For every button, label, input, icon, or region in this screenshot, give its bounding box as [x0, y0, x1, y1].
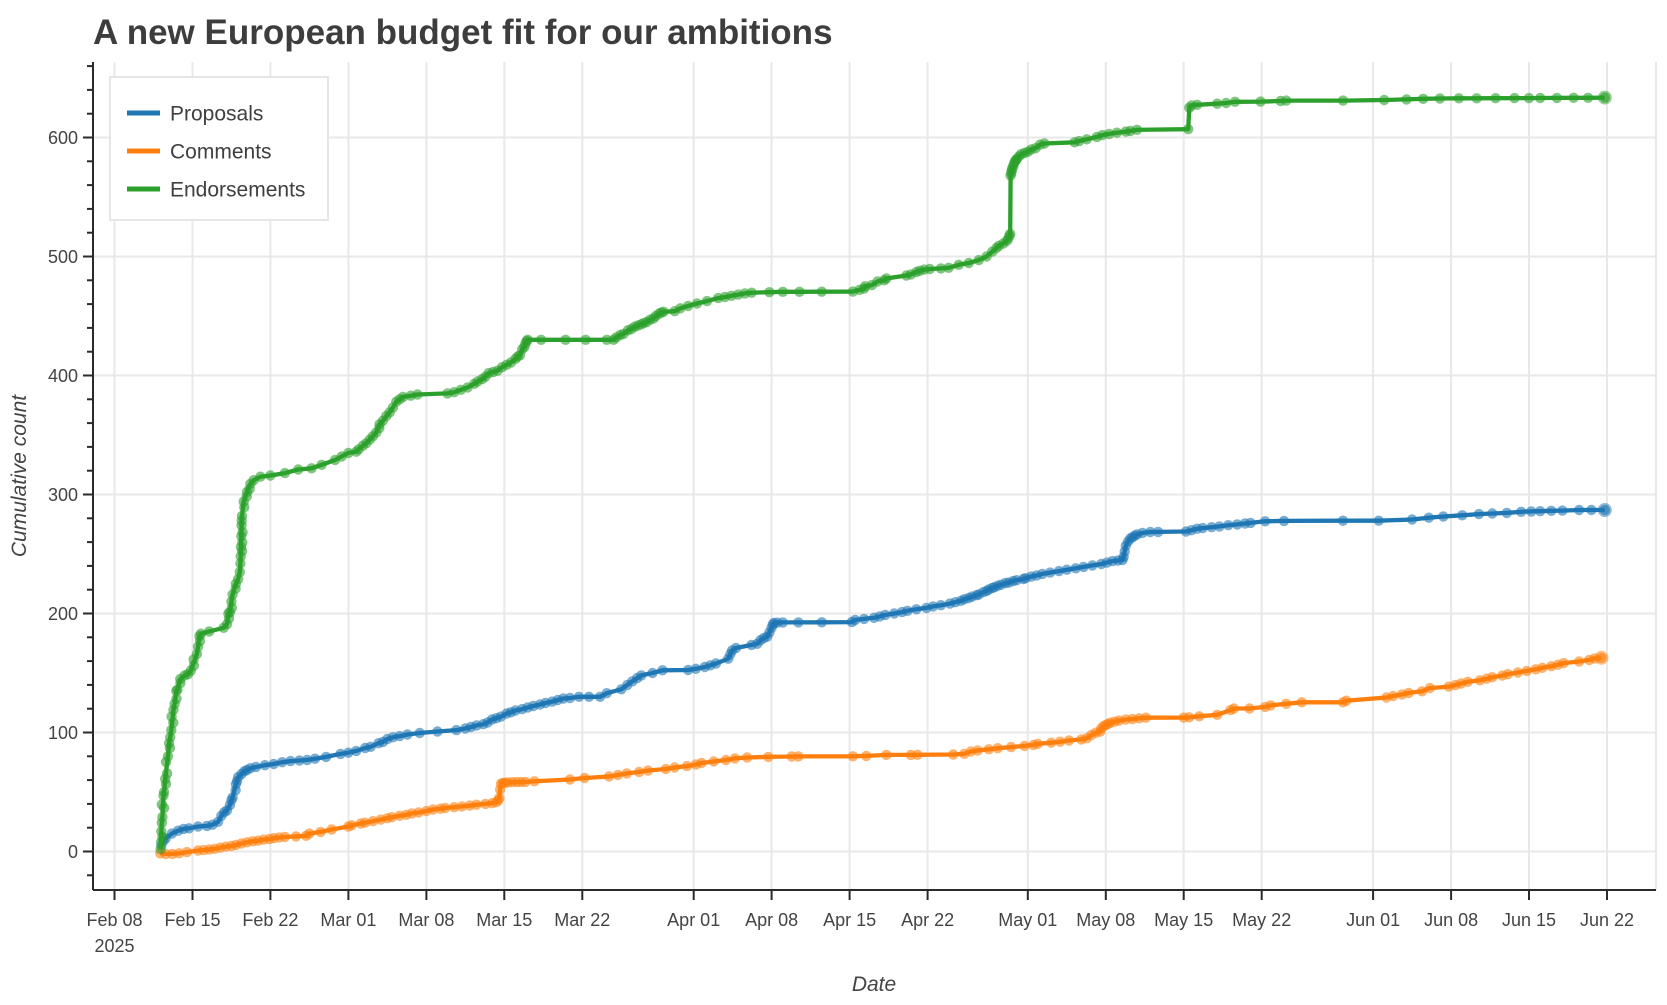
- svg-text:200: 200: [48, 604, 78, 624]
- svg-text:Apr 08: Apr 08: [745, 910, 798, 930]
- svg-text:Cumulative count: Cumulative count: [8, 394, 31, 557]
- svg-text:Feb 08: Feb 08: [86, 910, 142, 930]
- svg-text:Proposals: Proposals: [170, 103, 263, 126]
- svg-text:Jun 01: Jun 01: [1346, 910, 1400, 930]
- svg-text:Apr 01: Apr 01: [667, 910, 720, 930]
- svg-text:Mar 08: Mar 08: [398, 910, 454, 930]
- svg-text:2025: 2025: [94, 936, 134, 956]
- svg-text:Mar 01: Mar 01: [320, 910, 376, 930]
- svg-text:May 01: May 01: [998, 910, 1057, 930]
- svg-text:300: 300: [48, 485, 78, 505]
- svg-text:Feb 15: Feb 15: [164, 910, 220, 930]
- svg-text:A new European budget fit for: A new European budget fit for our ambiti…: [93, 13, 833, 52]
- svg-text:500: 500: [48, 247, 78, 267]
- svg-text:Apr 22: Apr 22: [901, 910, 954, 930]
- svg-text:0: 0: [68, 842, 78, 862]
- svg-text:Date: Date: [852, 973, 896, 996]
- svg-text:Jun 08: Jun 08: [1424, 910, 1478, 930]
- svg-text:600: 600: [48, 128, 78, 148]
- svg-text:May 08: May 08: [1076, 910, 1135, 930]
- svg-text:100: 100: [48, 723, 78, 743]
- svg-text:Mar 15: Mar 15: [476, 910, 532, 930]
- svg-text:May 15: May 15: [1154, 910, 1213, 930]
- svg-text:Jun 15: Jun 15: [1502, 910, 1556, 930]
- svg-text:Endorsements: Endorsements: [170, 179, 305, 202]
- svg-text:400: 400: [48, 366, 78, 386]
- svg-text:May 22: May 22: [1232, 910, 1291, 930]
- svg-text:Comments: Comments: [170, 141, 272, 164]
- svg-text:Jun 22: Jun 22: [1580, 910, 1634, 930]
- svg-text:Feb 22: Feb 22: [242, 910, 298, 930]
- svg-text:Mar 22: Mar 22: [554, 910, 610, 930]
- svg-text:Apr 15: Apr 15: [823, 910, 876, 930]
